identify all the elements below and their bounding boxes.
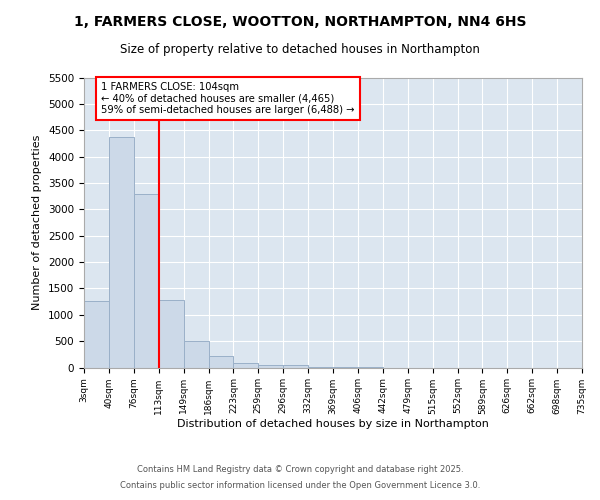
Bar <box>134 194 159 368</box>
Bar <box>283 366 308 368</box>
Y-axis label: Number of detached properties: Number of detached properties <box>32 135 43 310</box>
X-axis label: Distribution of detached houses by size in Northampton: Distribution of detached houses by size … <box>177 419 489 429</box>
Text: 1, FARMERS CLOSE, WOOTTON, NORTHAMPTON, NN4 6HS: 1, FARMERS CLOSE, WOOTTON, NORTHAMPTON, … <box>74 16 526 30</box>
Bar <box>159 300 184 368</box>
Text: 1 FARMERS CLOSE: 104sqm
← 40% of detached houses are smaller (4,465)
59% of semi: 1 FARMERS CLOSE: 104sqm ← 40% of detache… <box>101 82 355 115</box>
Text: Contains public sector information licensed under the Open Government Licence 3.: Contains public sector information licen… <box>120 480 480 490</box>
Bar <box>109 136 134 368</box>
Bar <box>184 341 209 367</box>
Bar <box>84 300 109 368</box>
Bar <box>259 364 283 368</box>
Text: Size of property relative to detached houses in Northampton: Size of property relative to detached ho… <box>120 44 480 57</box>
Bar <box>209 356 233 368</box>
Text: Contains HM Land Registry data © Crown copyright and database right 2025.: Contains HM Land Registry data © Crown c… <box>137 466 463 474</box>
Bar <box>233 363 259 368</box>
